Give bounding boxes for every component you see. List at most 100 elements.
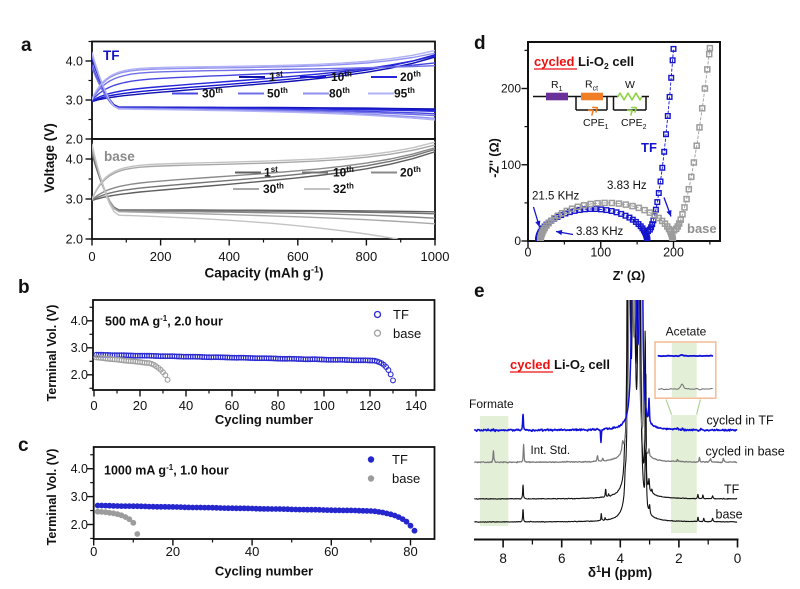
a-series-30th-charge <box>92 62 435 102</box>
c-xtick-0: 0 <box>90 544 97 559</box>
a-legend-20: 20th <box>400 165 421 180</box>
a-ytick-0-4.0: 4.0 <box>66 54 83 68</box>
d-circuit: R1 Rct W CPE1 CPE2 <box>533 79 649 131</box>
a-series-32th-charge <box>92 141 435 200</box>
a-xtick-400: 400 <box>218 249 240 264</box>
b-series-base <box>93 354 171 383</box>
a-legend-30: 30th <box>263 182 284 197</box>
e-inset-series <box>657 383 713 391</box>
panel-letter-e: e <box>474 281 485 302</box>
a-legend-95: 95th <box>394 86 415 101</box>
a-series-50th-charge <box>92 65 435 101</box>
b-series-TF <box>93 351 396 384</box>
a-tf-label: TF <box>103 48 120 63</box>
c-xtick-80: 80 <box>403 544 417 559</box>
b-xtick-80: 80 <box>271 398 285 413</box>
a-legend-1: 1st <box>264 165 278 180</box>
d-label-CPE1: CPE1 <box>583 117 609 131</box>
d-ytick-100: 100 <box>501 158 521 172</box>
d-ann-383hz: 3.83 Hz <box>607 180 647 192</box>
b-xtick-20: 20 <box>133 398 147 413</box>
b-xtick-100: 100 <box>313 398 335 413</box>
panel-c: 0 20 40 60 80 2.0 3.0 4.0 Cycling number Terminal… <box>45 446 436 579</box>
a-xtick-800: 800 <box>356 249 378 264</box>
a-ytick-1-4.0: 4.0 <box>66 152 83 166</box>
panel-e: 8 6 4 2 0 δ1H (ppm) cycled in TF cycled in base… <box>469 300 785 580</box>
d-label-base: base <box>687 221 717 236</box>
d-ylabel: -Z'' (Ω) <box>488 138 502 178</box>
panel-b-frame <box>92 299 436 391</box>
d-ann-215khz: 21.5 KHz <box>532 191 580 203</box>
b-legend-marker-TF <box>373 310 382 319</box>
c-ytick-4.0: 4.0 <box>71 462 88 476</box>
b-ytick-2.0: 2.0 <box>71 368 88 382</box>
b-xtick-120: 120 <box>359 398 381 413</box>
d-xlabel: Z' (Ω) <box>613 269 645 283</box>
c-legend-marker-base <box>367 475 375 482</box>
a-base-label: base <box>104 149 135 164</box>
e-label-tf: TF <box>724 483 740 497</box>
e-title-cycled: cycled <box>510 357 551 372</box>
e-label-base: base <box>716 508 743 522</box>
a-ylabel: Voltage (V) <box>42 123 57 193</box>
b-legend-TF: TF <box>393 307 409 322</box>
e-spectrum-cycled-in-TF <box>473 300 738 444</box>
a-series-32th-discharge <box>92 143 398 239</box>
c-legend-base: base <box>392 471 420 486</box>
d-label-W: W <box>625 79 635 91</box>
a-xtick-600: 600 <box>287 249 309 264</box>
d-title-cycled: cycled <box>534 54 575 69</box>
e-band-formate <box>480 416 509 526</box>
e-title: cycled Li-O2 cell <box>510 357 610 374</box>
panel-letter-a: a <box>21 35 32 56</box>
d-title-rest: Li-O2 cell <box>578 54 634 71</box>
panel-b: 0 20 40 60 80 100 120 140 2.0 3.0 4.0 Cycling numbe… <box>45 299 436 427</box>
a-legend-1: 1st <box>269 70 283 85</box>
a-xlabel: Capacity (mAh g-1) <box>204 265 323 281</box>
c-legend-TF: TF <box>392 452 408 467</box>
d-label-Rct: Rct <box>585 79 598 93</box>
b-xtick-40: 40 <box>179 398 193 413</box>
a-legend-32: 32th <box>333 182 354 197</box>
a-series-1st-charge <box>92 56 435 103</box>
d-label-R1: R1 <box>551 79 563 93</box>
panel-a-tf-frame <box>91 40 436 140</box>
e-band-acetate <box>671 415 697 533</box>
panel-a: 0 200 400 600 800 1000 2.0 3.0 4.0 2.0 3.0 4.0 Capac… <box>42 40 449 281</box>
c-ytick-2.0: 2.0 <box>71 518 88 532</box>
panel-d: 0 100 200 0 100 200 Z' (Ω) -Z'' (Ω) cycled Li-O2… <box>488 41 721 283</box>
d-ytick-0: 0 <box>514 234 521 248</box>
e-inset-series <box>657 354 714 358</box>
e-inset: Acetate <box>654 325 717 415</box>
d-ytick-200: 200 <box>501 82 521 96</box>
d-cpe-symbol <box>626 106 638 116</box>
a-legend-20: 20th <box>400 70 421 85</box>
e-spectrum-cycled-in-base <box>474 300 738 464</box>
a-ytick-0-2.0: 2.0 <box>66 132 83 146</box>
e-label-int-std: Int. Std. <box>531 445 571 457</box>
e-label-formate: Formate <box>469 397 514 411</box>
c-legend-marker-TF <box>367 456 375 463</box>
b-xtick-60: 60 <box>225 398 239 413</box>
e-xtick-0: 0 <box>734 551 742 566</box>
a-ytick-0-3.0: 3.0 <box>66 93 83 107</box>
d-label-CPE2: CPE2 <box>621 117 647 131</box>
c-ylabel: Terminal Vol. (V) <box>45 449 59 546</box>
d-xtick-200: 200 <box>663 246 684 260</box>
panel-c-frame <box>92 446 436 540</box>
e-title-rest: Li-O2 cell <box>554 357 610 374</box>
e-label-cycled-in-base: cycled in base <box>706 445 785 459</box>
a-legend-10: 10th <box>333 165 354 180</box>
d-label-TF: TF <box>641 140 657 155</box>
c-xtick-20: 20 <box>166 544 180 559</box>
d-title: cycled Li-O2 cell <box>534 54 634 71</box>
b-xtick-0: 0 <box>90 398 97 413</box>
a-series-95th-discharge <box>92 51 435 121</box>
a-legend-10: 10th <box>331 70 352 85</box>
a-ytick-1-2.0: 2.0 <box>66 232 83 246</box>
a-xtick-200: 200 <box>150 249 172 264</box>
c-xlabel: Cycling number <box>215 564 313 579</box>
c-xtick-40: 40 <box>245 544 259 559</box>
d-circuit-W <box>617 92 643 101</box>
